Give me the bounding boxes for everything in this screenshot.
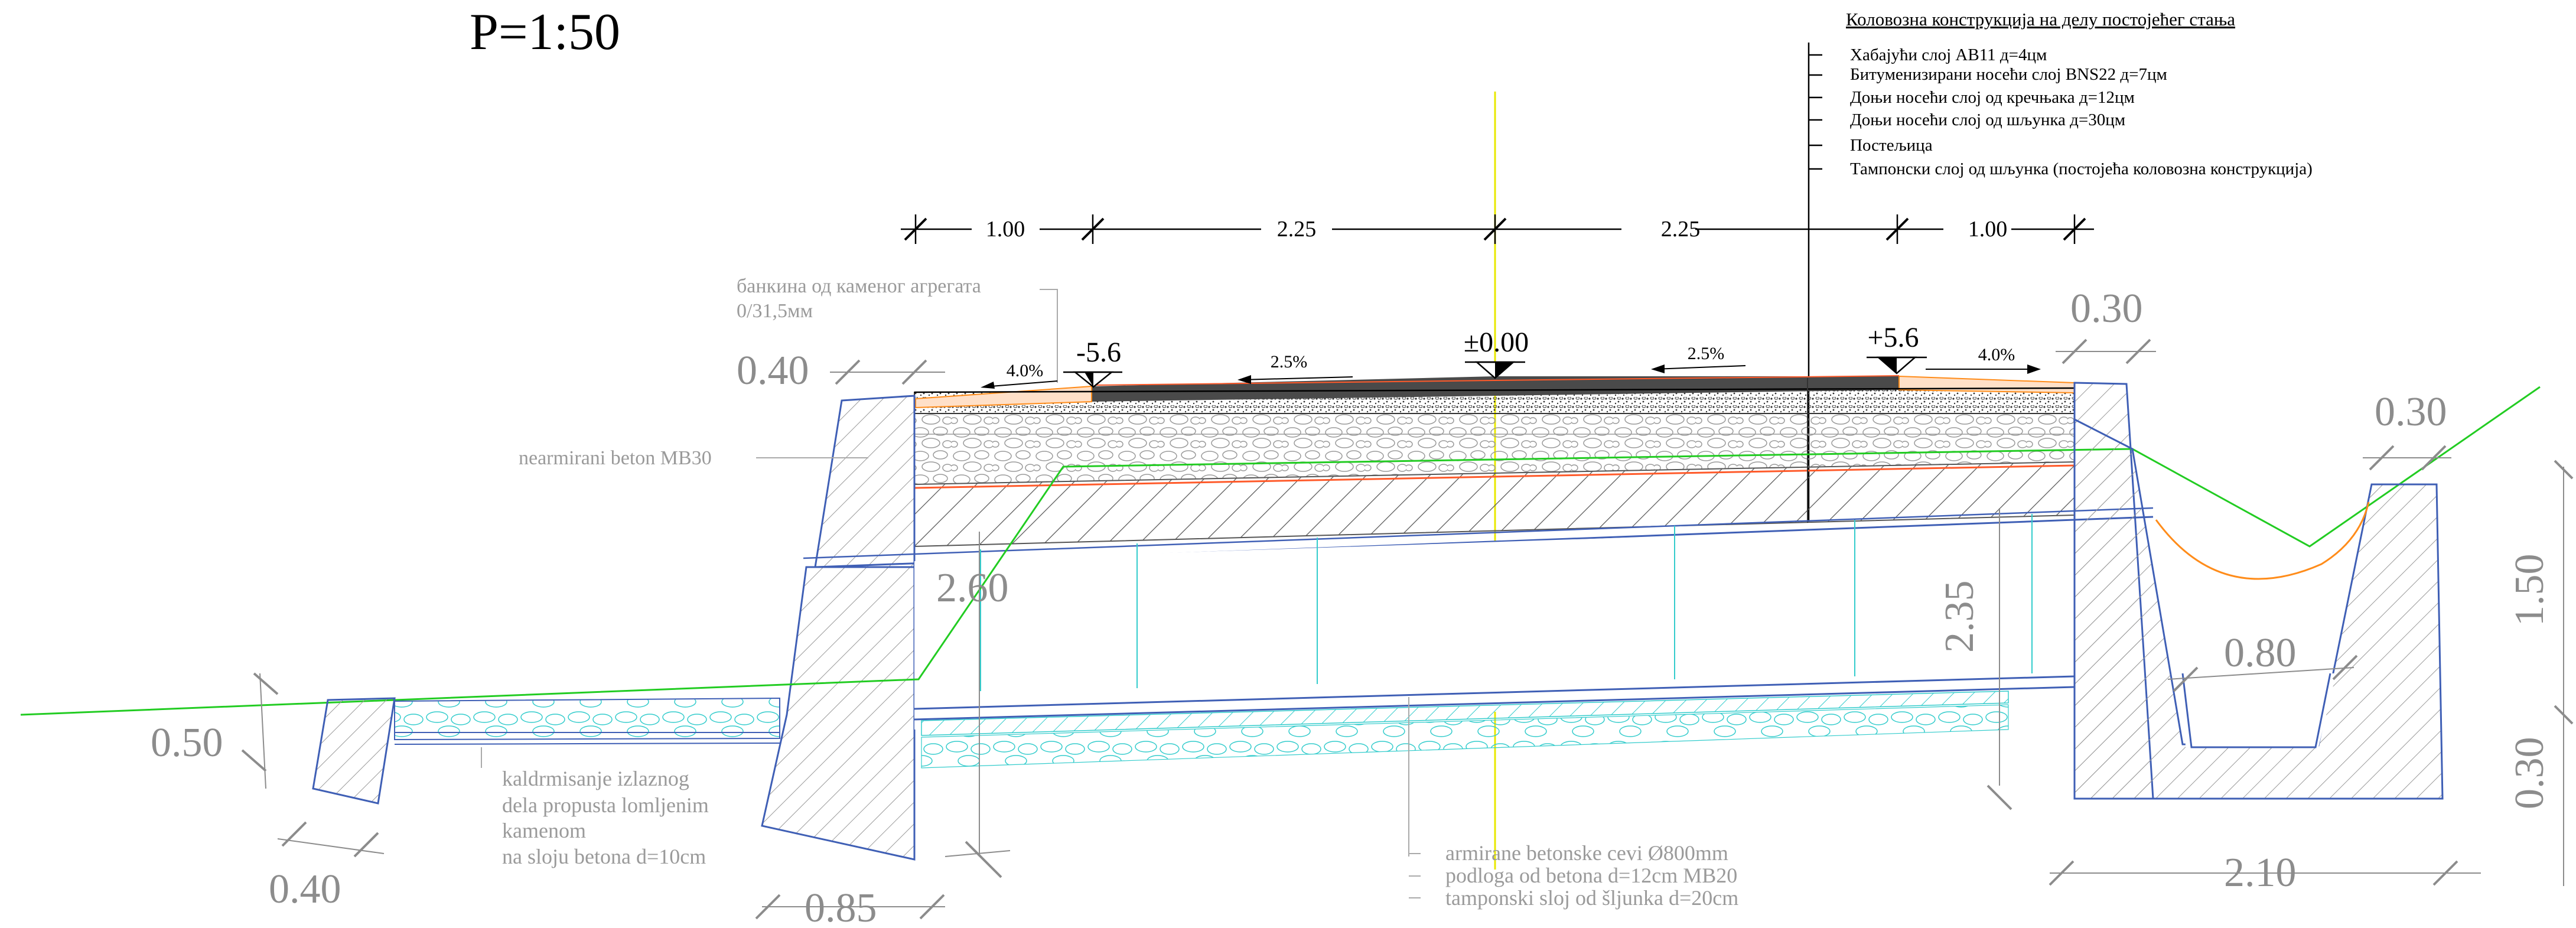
ditch-water-curve: [2155, 502, 2370, 580]
scale-title: P=1:50: [470, 4, 620, 61]
left-wall-upper: [814, 395, 916, 568]
legend-item-bituminous-base: Битуменизирани носећи слој BNS22 д=7цм: [1850, 65, 2167, 84]
pavement-structure: [914, 375, 2075, 548]
legend-item-limestone-subbase: Доњи носећи слој од кречњака д=12цм: [1850, 88, 2135, 107]
apron-stone-paving: [394, 697, 780, 741]
dim-left-lane: 2.25: [1277, 217, 1317, 242]
paving-label-line2: dela propusta lomljenim: [502, 793, 709, 817]
culvert-pipe: [914, 514, 2075, 769]
legend-heading: Коловозна конструкција на делу постојеће…: [1846, 9, 2235, 30]
dim-ditch-wall-top: 0.30: [2375, 389, 2447, 435]
slope-arrows: 4.0% 2.5% 2.5% 4.0%: [981, 344, 2041, 389]
dim-apron-thickness: 0.50: [151, 720, 223, 766]
left-wall-lower: [761, 566, 916, 861]
level-center-label: ±0.00: [1464, 327, 1529, 358]
dim-ditch-height: 1.50: [2507, 554, 2552, 627]
dim-apron-width: 0.40: [269, 867, 341, 912]
legend-item-subgrade: Постељица: [1850, 136, 1933, 155]
dim-right-wall-top: 0.30: [2070, 286, 2143, 331]
pipe-label-line3: tamponski sloj od šljunka d=20cm: [1445, 886, 1738, 910]
terrain-line: [20, 386, 2541, 716]
top-dimension-line: 1.00 2.25 2.25 1.00: [901, 214, 2094, 244]
outlet-apron: kaldrmisanje izlaznog dela propusta loml…: [312, 697, 780, 868]
shoulder-annotation: банкина од каменог агрегата 0/31,5мм: [737, 275, 1058, 383]
legend-item-wearing-course: Хабајући слој АВ11 д=4цм: [1850, 45, 2047, 64]
slope-left-shoulder: 4.0%: [1007, 361, 1044, 380]
dim-left-height: 2.60: [936, 565, 1009, 611]
dim-ditch-base: 0.30: [2507, 737, 2552, 810]
pipe-label-line2: podloga od betona d=12cm MB20: [1445, 864, 1737, 887]
pipe-body: [914, 523, 2075, 730]
legend-item-gravel-subbase: Доњи носећи слој од шљунка д=30цм: [1850, 110, 2125, 129]
dim-right-lane: 2.25: [1661, 217, 1701, 242]
dim-right-shoulder: 1.00: [1968, 217, 2008, 242]
dim-ditch-bottom: 0.80: [2224, 630, 2297, 676]
dim-right-height: 2.35: [1937, 581, 1982, 653]
dim-ditch-width: 2.10: [2224, 850, 2297, 896]
paving-label-line3: kamenom: [502, 819, 586, 842]
slope-left-lane: 2.5%: [1271, 352, 1308, 372]
roadside-ditch: [2073, 418, 2444, 800]
legend-item-existing-gravel: Тампонски слој од шљунка (постојећа коло…: [1850, 159, 2313, 178]
pavement-legend: Коловозна конструкција на делу постојеће…: [1808, 9, 2313, 523]
pipe-gravel-base: [921, 704, 2009, 769]
subgrade-line: [914, 464, 2075, 489]
right-shoulder-fill: [1898, 375, 2075, 394]
concrete-label: nearmirani beton MB30: [519, 447, 712, 469]
slope-right-lane: 2.5%: [1688, 344, 1725, 363]
paving-label-line1: kaldrmisanje izlaznog: [502, 767, 689, 790]
left-headwall: nearmirani beton MB30: [519, 395, 2154, 861]
level-left-label: -5.6: [1076, 337, 1121, 368]
shoulder-label-line2: 0/31,5мм: [737, 300, 813, 322]
level-marker-left: -5.6: [1063, 337, 1122, 388]
dim-left-wall-top: 0.40: [737, 348, 809, 393]
paving-label-line4: na sloju betona d=10cm: [502, 845, 706, 868]
dimension-annotations: 0.40 0.30 0.30 2.60 2.35 0.80 1.50 0.30 …: [151, 286, 2574, 928]
slope-right-shoulder: 4.0%: [1978, 345, 2015, 364]
pipe-label-line1: armirane betonske cevi Ø800mm: [1445, 841, 1728, 865]
dim-left-base: 0.85: [805, 885, 877, 928]
dim-left-shoulder: 1.00: [986, 217, 1025, 242]
level-marker-right: +5.6: [1867, 322, 1927, 375]
level-marker-center: ±0.00: [1464, 327, 1529, 379]
shoulder-label-line1: банкина од каменог агрегата: [737, 275, 981, 297]
level-right-label: +5.6: [1867, 322, 1919, 353]
pavement-top-red-line: [1091, 375, 1900, 386]
pipe-annotation: armirane betonske cevi Ø800mm podloga od…: [1408, 697, 1738, 910]
pipe-bedding-hatch: [921, 691, 2009, 736]
